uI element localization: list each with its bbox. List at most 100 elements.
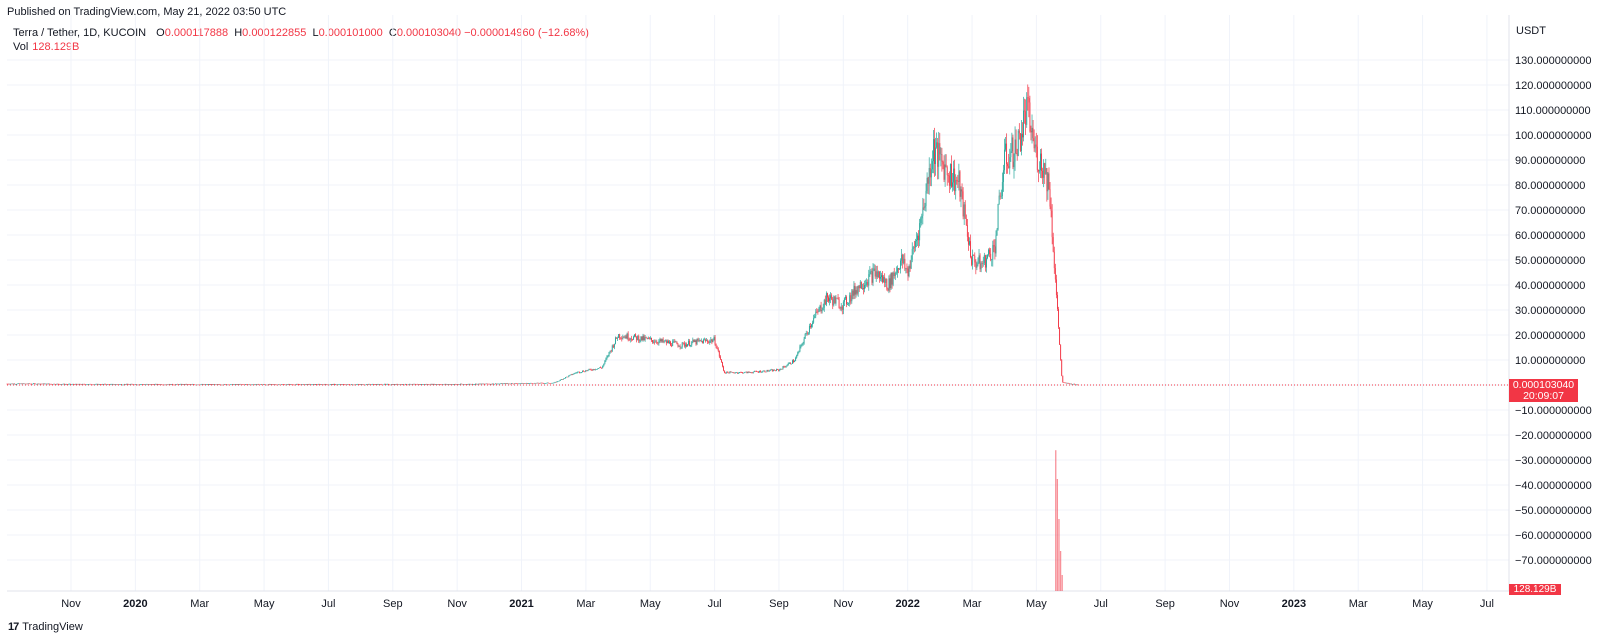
- candle-body: [639, 340, 641, 342]
- candle-body: [414, 383, 416, 385]
- currency-unit[interactable]: USDT: [1516, 25, 1546, 37]
- candle-body: [289, 384, 291, 385]
- y-tick-label: 120.000000000: [1515, 80, 1591, 92]
- y-tick-label: 60.000000000: [1515, 230, 1585, 242]
- candle-body: [551, 383, 553, 384]
- candle-body: [638, 336, 640, 342]
- candle-body: [849, 295, 851, 303]
- candle-body: [339, 384, 341, 385]
- candle-body: [269, 384, 271, 385]
- candle-body: [260, 384, 262, 385]
- candle-body: [793, 360, 794, 363]
- candle-body: [644, 337, 646, 340]
- candle-body: [1049, 189, 1051, 207]
- candle-body: [482, 383, 484, 385]
- candle-body: [708, 341, 710, 343]
- candle-body: [72, 384, 74, 385]
- candle-body: [270, 384, 272, 385]
- candle-body: [1025, 111, 1027, 125]
- y-tick-label: −10.000000000: [1515, 405, 1592, 417]
- candle-body: [28, 383, 30, 385]
- candle-body: [1020, 133, 1022, 151]
- candle-body: [596, 368, 598, 370]
- candle-body: [19, 383, 21, 384]
- candle-body: [900, 260, 902, 270]
- candle-body: [477, 383, 479, 385]
- candle-body: [726, 371, 728, 374]
- candle-body: [695, 340, 697, 345]
- candle-body: [955, 179, 957, 192]
- candle-body: [256, 384, 258, 385]
- candle-body: [167, 384, 169, 386]
- candle-body: [599, 367, 600, 369]
- candle-body: [455, 384, 457, 385]
- candle-body: [800, 344, 802, 347]
- candle-body: [220, 384, 222, 386]
- candle-body: [22, 383, 24, 385]
- candle-body: [1037, 169, 1039, 172]
- symbol-label[interactable]: Terra / Tether, 1D, KUCOIN: [13, 27, 147, 39]
- candle-body: [660, 339, 662, 342]
- candle-body: [565, 377, 567, 379]
- candle-body: [720, 359, 722, 363]
- candle-body: [595, 369, 597, 370]
- candle-body: [846, 296, 847, 305]
- candle-body: [306, 384, 308, 385]
- candle-body: [541, 382, 543, 384]
- candle-body: [1048, 173, 1050, 190]
- candle-body: [116, 384, 118, 385]
- candle-body: [839, 308, 841, 309]
- candle-body: [649, 337, 651, 339]
- candle-body: [569, 374, 571, 376]
- candle-body: [434, 384, 436, 385]
- candle-body: [982, 262, 984, 264]
- candle-body: [324, 384, 326, 385]
- time-axis[interactable]: Nov 2020 Mar May Jul Sep Nov 2021 Mar May Jul Sep No…: [61, 598, 1494, 610]
- candle-body: [907, 268, 909, 277]
- candle-body: [716, 347, 718, 349]
- candle-body: [712, 340, 714, 343]
- candle-body: [9, 383, 11, 385]
- candle-body: [198, 384, 200, 386]
- candle-body: [371, 384, 373, 385]
- candle-body: [460, 383, 462, 385]
- candle-body: [492, 383, 493, 385]
- candle-body: [65, 384, 67, 385]
- candle-body: [427, 384, 429, 385]
- candle-body: [221, 384, 223, 386]
- candle-body: [217, 384, 219, 385]
- candle-body: [1009, 157, 1011, 169]
- candle-body: [107, 384, 109, 385]
- candle-body: [409, 383, 411, 385]
- candle-body: [512, 383, 514, 385]
- tradingview-brand[interactable]: 17 TradingView: [8, 621, 83, 633]
- price-axis[interactable]: 130.000000000 120.000000000 110.000000000 1…: [1515, 55, 1592, 567]
- candle-body: [970, 241, 971, 258]
- candle-body: [158, 384, 160, 385]
- candle-body: [886, 279, 888, 289]
- candle-body: [204, 384, 206, 385]
- candle-body: [51, 383, 52, 385]
- volume-key[interactable]: Vol: [13, 41, 29, 53]
- candle-body: [242, 384, 244, 386]
- candle-body: [308, 384, 310, 385]
- candle-body: [79, 383, 81, 385]
- candle-body: [152, 384, 154, 385]
- candle-body: [429, 384, 431, 386]
- candle-body: [325, 384, 327, 385]
- candle-body: [495, 383, 497, 385]
- candle-body: [432, 383, 434, 385]
- candle-body: [920, 218, 922, 224]
- candle-body: [33, 383, 34, 384]
- candle-body: [845, 296, 846, 299]
- candle-body: [881, 275, 882, 277]
- candle-body: [843, 298, 845, 302]
- candle-body: [559, 379, 561, 381]
- candle-body: [59, 384, 61, 385]
- candle-body: [564, 378, 566, 379]
- candle-body: [1064, 382, 1066, 384]
- candle-body: [1053, 251, 1055, 269]
- candle-body: [254, 384, 256, 386]
- last-price-badge: 0.000103040 20:09:07: [1509, 379, 1578, 402]
